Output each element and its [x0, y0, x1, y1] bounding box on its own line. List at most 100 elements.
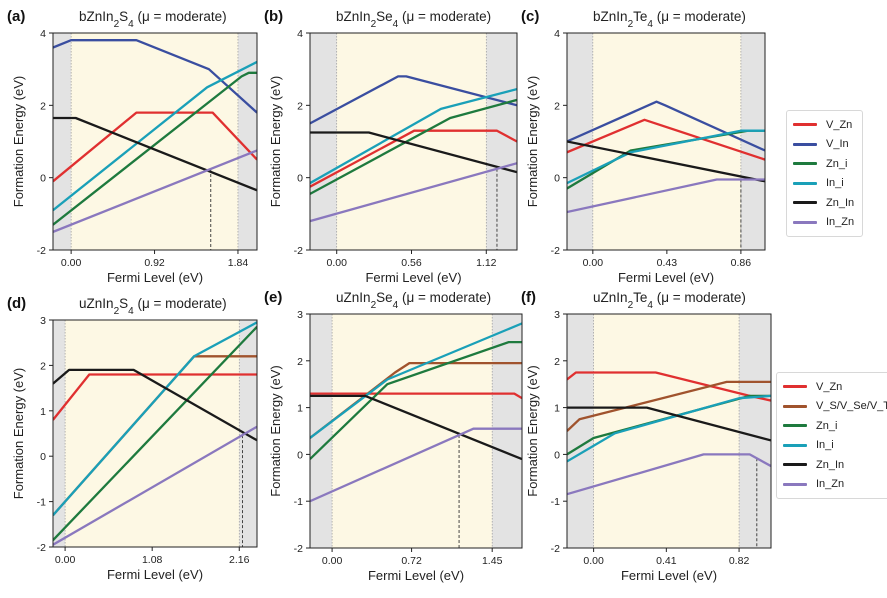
y-tick-label: -2	[37, 245, 46, 257]
y-tick-label: 1	[297, 403, 303, 415]
chart-panel: -2 -1 0 1 2 3 0.00 0.41 0.82 Fermi Level (eV) Form…	[521, 289, 772, 583]
legend-label: Zn_i	[816, 419, 838, 432]
band-gap-region	[71, 33, 238, 250]
series-line-VZn	[310, 129, 517, 188]
legend-entry: V_In	[793, 135, 854, 155]
legend-swatch	[793, 162, 817, 166]
x-tick-label: 0.43	[657, 257, 678, 269]
legend-swatch	[783, 443, 807, 447]
legend-label: Zn_In	[816, 458, 845, 471]
legend-swatch	[783, 463, 807, 467]
x-axis-label: Fermi Level (eV)	[107, 270, 203, 285]
panel-label: (f)	[521, 289, 536, 306]
series-line-VIn	[53, 39, 257, 114]
y-axis-label: Formation Energy (eV)	[525, 365, 540, 497]
y-tick-label: -2	[551, 245, 560, 257]
band-gap-region	[336, 33, 487, 250]
y-axis-label: Formation Energy (eV)	[268, 76, 283, 208]
series-line-Ini	[567, 129, 765, 185]
x-tick-label: 0.86	[731, 257, 752, 269]
panel-title: bZnIn2Te4 (μ = moderate)	[593, 9, 746, 30]
legend-label: V_Zn	[826, 118, 853, 131]
y-tick-label: 0	[297, 449, 303, 461]
legend-swatch	[783, 404, 807, 408]
panel-title: uZnIn2S4 (μ = moderate)	[79, 296, 227, 317]
series-line-VZn	[567, 118, 765, 161]
series-line-Ini	[53, 60, 257, 212]
y-tick-label: 4	[40, 28, 46, 40]
y-tick-label: 2	[40, 100, 46, 112]
legend-swatch	[783, 424, 807, 428]
series-line-Ini	[310, 322, 522, 439]
legend-entry: Zn_i	[783, 416, 887, 436]
series-line-InZn	[567, 178, 765, 214]
x-tick-label: 0.00	[326, 257, 347, 269]
panel-title: uZnIn2Se4 (μ = moderate)	[336, 290, 491, 311]
legend-label: V_Zn	[816, 380, 843, 393]
x-axis-label: Fermi Level (eV)	[107, 567, 203, 582]
x-tick-label: 1.08	[142, 554, 163, 566]
x-axis-label: Fermi Level (eV)	[368, 568, 464, 583]
panel-label: (c)	[521, 8, 539, 25]
series-line-Zni	[310, 340, 522, 460]
series-line-InZn	[53, 425, 257, 546]
series-line-Zni	[310, 98, 517, 195]
legend-label: In_i	[816, 439, 834, 452]
x-axis-label: Fermi Level (eV)	[365, 270, 461, 285]
panel-label: (b)	[264, 8, 283, 25]
y-axis-label: Formation Energy (eV)	[11, 76, 26, 208]
legend-entry: V_S/V_Se/V_Te	[783, 397, 887, 417]
x-tick-label: 0.00	[55, 554, 76, 566]
y-axis-label: Formation Energy (eV)	[525, 76, 540, 208]
legend-label: V_S/V_Se/V_Te	[816, 400, 887, 413]
plot-frame	[52, 319, 258, 548]
series-line-Ini	[53, 321, 257, 516]
plot-frame	[309, 313, 523, 549]
y-tick-label: 3	[297, 309, 303, 321]
y-tick-label: -2	[37, 542, 46, 554]
legend-entry: Zn_In	[793, 193, 854, 213]
series-line-ZnIn	[310, 131, 517, 174]
x-tick-label: 2.16	[229, 554, 250, 566]
panel-label: (e)	[264, 289, 282, 306]
y-tick-label: -2	[551, 543, 560, 555]
x-tick-label: 1.45	[482, 555, 503, 567]
band-gap-region	[592, 33, 741, 250]
y-tick-label: 2	[554, 356, 560, 368]
series-group	[567, 100, 765, 214]
x-tick-label: 1.84	[228, 257, 249, 269]
y-tick-label: 2	[297, 100, 303, 112]
chart-panel: -2 -1 0 1 2 3 0.00 1.08 2.16 Fermi Level (eV) Form…	[7, 295, 258, 582]
x-tick-label: 0.00	[583, 555, 604, 567]
y-tick-label: -1	[551, 496, 560, 508]
legend-swatch	[793, 181, 817, 185]
y-tick-label: 4	[297, 28, 303, 40]
y-tick-label: 0	[554, 173, 560, 185]
legend-swatch	[783, 385, 807, 389]
x-axis-label: Fermi Level (eV)	[618, 270, 714, 285]
band-gap-region	[65, 320, 240, 547]
y-tick-label: 3	[554, 309, 560, 321]
y-tick-label: -1	[37, 497, 46, 509]
legend-label: Zn_In	[826, 196, 855, 209]
legend-label: Zn_i	[826, 157, 848, 170]
y-tick-label: -1	[294, 496, 303, 508]
y-tick-label: -2	[294, 245, 303, 257]
legend-swatch	[793, 142, 817, 146]
plot-frame	[309, 32, 518, 251]
legend-entry: Zn_i	[793, 154, 854, 174]
series-line-VIn	[310, 75, 517, 125]
x-axis-label: Fermi Level (eV)	[621, 568, 717, 583]
legend-entry: In_Zn	[783, 475, 887, 495]
series-line-VX	[567, 380, 771, 432]
series-group	[310, 322, 522, 503]
legend-swatch	[793, 220, 817, 224]
y-tick-label: 0	[40, 451, 46, 463]
y-axis-label: Formation Energy (eV)	[268, 365, 283, 497]
x-tick-label: 0.92	[144, 257, 165, 269]
x-tick-label: 0.82	[729, 555, 750, 567]
chart-panel: -2 -1 0 1 2 3 0.00 0.72 1.45 Fermi Level (eV) Form…	[264, 289, 523, 583]
legend-entry: V_Zn	[793, 115, 854, 135]
chart-panel: -2 0 2 4 0.00 0.92 1.84 Fermi Level (eV) Formati…	[7, 8, 258, 285]
